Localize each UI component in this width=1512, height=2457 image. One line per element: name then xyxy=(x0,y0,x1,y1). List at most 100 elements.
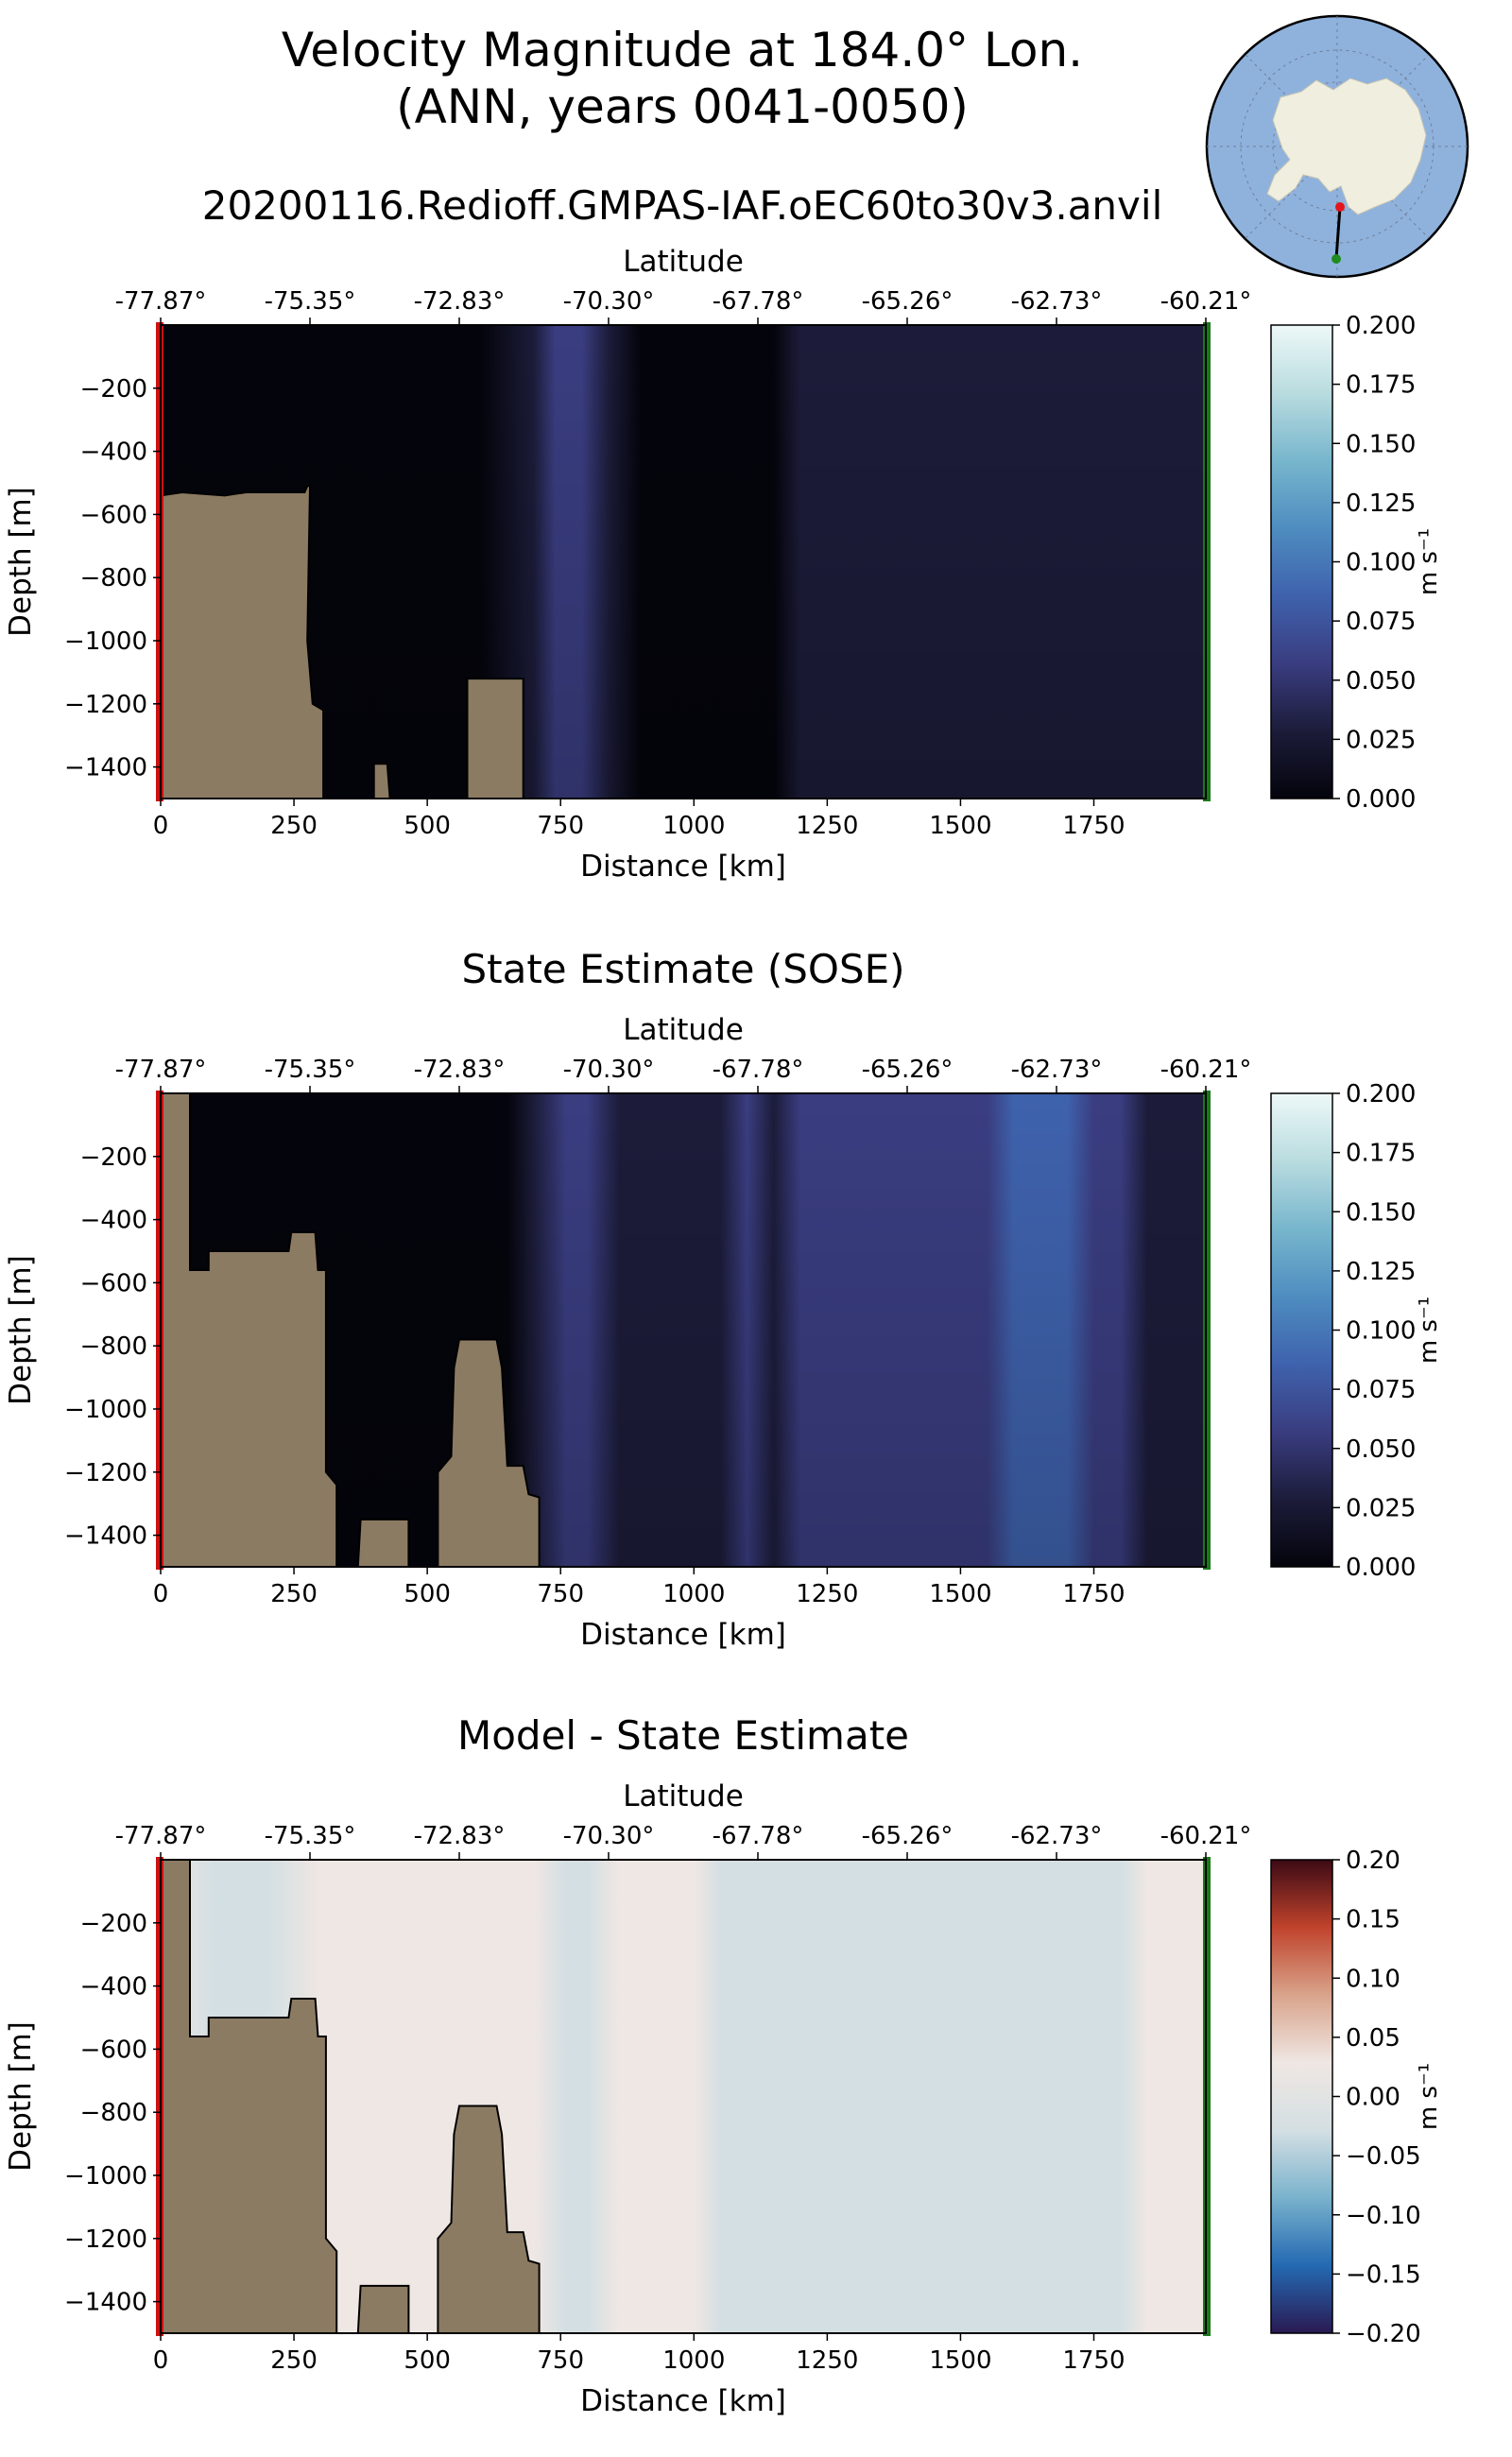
colorbar-tick-label: −0.20 xyxy=(1346,2320,1421,2348)
y-axis-label: Depth [m] xyxy=(4,1255,38,1405)
colorbar-tick-label: 0.050 xyxy=(1346,1435,1416,1464)
y-tick-label: −800 xyxy=(80,564,147,593)
x-tick-label: 1000 xyxy=(662,2346,725,2375)
latitude-axis-label: Latitude xyxy=(623,245,744,279)
colorbar-tick-label: −0.15 xyxy=(1346,2260,1421,2289)
bathymetry-land-mask xyxy=(160,1859,541,2334)
latitude-tick-label: -62.73° xyxy=(1011,287,1103,316)
y-tick-label: −1400 xyxy=(64,754,147,782)
colorbar-tick-label: 0.200 xyxy=(1346,1080,1416,1108)
x-tick-label: 250 xyxy=(270,812,318,840)
latitude-tick-label: -75.35° xyxy=(265,1056,356,1084)
colorbar-tick-label: 0.050 xyxy=(1346,667,1416,696)
y-tick-label: −200 xyxy=(80,375,147,404)
y-tick-label: −1400 xyxy=(64,1522,147,1551)
colorbar-tick-label: −0.05 xyxy=(1346,2142,1421,2171)
colorbar-tick-label: 0.000 xyxy=(1346,785,1416,814)
latitude-tick-label: -67.78° xyxy=(713,287,804,316)
latitude-axis-label: Latitude xyxy=(623,1779,744,1813)
y-tick-label: −400 xyxy=(80,438,147,467)
colorbar-tick-label: −0.10 xyxy=(1346,2202,1421,2230)
colorbar-tick-label: 0.100 xyxy=(1346,549,1416,577)
y-tick-label: −600 xyxy=(80,2036,147,2064)
latitude-tick-label: -72.83° xyxy=(414,287,506,316)
y-tick-label: −1200 xyxy=(64,2225,147,2254)
x-tick-label: 0 xyxy=(153,812,169,840)
y-tick-label: −1200 xyxy=(64,691,147,719)
panel-title: State Estimate (SOSE) xyxy=(461,946,904,992)
colorbar-tick-label: 0.15 xyxy=(1346,1906,1400,1934)
x-tick-label: 1500 xyxy=(929,812,991,840)
x-tick-label: 250 xyxy=(270,1580,318,1608)
latitude-tick-label: -62.73° xyxy=(1011,1056,1103,1084)
axes-frame xyxy=(160,324,1207,799)
colorbar-label: m s⁻¹ xyxy=(1415,528,1443,595)
colorbar-tick-label: 0.20 xyxy=(1346,1847,1400,1875)
panel-difference: Model - State Estimate 0 250 500 750 1000 1250… xyxy=(4,1712,1443,2418)
latitude-tick-label: -60.21° xyxy=(1160,1822,1252,1850)
x-tick-label: 1500 xyxy=(929,1580,991,1608)
latitude-tick-label: -77.87° xyxy=(115,287,207,316)
colorbar-tick-label: 0.025 xyxy=(1346,726,1416,754)
latitude-tick-label: -75.35° xyxy=(265,287,356,316)
colorbar xyxy=(1270,324,1333,799)
y-tick-label: −600 xyxy=(80,1269,147,1297)
y-tick-label: −800 xyxy=(80,2099,147,2127)
colorbar-tick-label: 0.200 xyxy=(1346,312,1416,340)
colorbar-tick-label: 0.125 xyxy=(1346,490,1416,518)
x-axis-label: Distance [km] xyxy=(580,850,786,884)
x-tick-label: 0 xyxy=(153,1580,169,1608)
y-tick-label: −800 xyxy=(80,1332,147,1361)
y-axis-label: Depth [m] xyxy=(4,2021,38,2172)
colorbar-tick-label: 0.00 xyxy=(1346,2084,1400,2112)
antarctica-landmass xyxy=(1266,77,1427,215)
latitude-tick-label: -72.83° xyxy=(414,1822,506,1850)
x-axis-label: Distance [km] xyxy=(580,1618,786,1652)
figure-title-line2: (ANN, years 0041-0050) xyxy=(396,79,969,134)
panel-title: Model - State Estimate xyxy=(457,1712,909,1759)
x-tick-label: 1750 xyxy=(1062,812,1125,840)
latitude-tick-label: -75.35° xyxy=(265,1822,356,1850)
colorbar-tick-label: 0.100 xyxy=(1346,1317,1416,1346)
colorbar-tick-label: 0.000 xyxy=(1346,1554,1416,1582)
x-tick-label: 1250 xyxy=(796,1580,858,1608)
axes-frame xyxy=(160,1092,1207,1568)
latitude-tick-label: -70.30° xyxy=(563,1822,655,1850)
y-tick-label: −200 xyxy=(80,1143,147,1172)
axes-frame xyxy=(160,1859,1207,2334)
latitude-tick-label: -65.26° xyxy=(862,287,954,316)
depth-shading xyxy=(161,325,1206,799)
bathymetry-land-mask xyxy=(160,1092,541,1568)
y-tick-label: −1400 xyxy=(64,2289,147,2317)
latitude-tick-label: -65.26° xyxy=(862,1056,954,1084)
figure-title-line1: Velocity Magnitude at 184.0° Lon. xyxy=(282,23,1083,77)
colorbar-label: m s⁻¹ xyxy=(1415,1297,1443,1364)
y-tick-label: −1000 xyxy=(64,627,147,656)
y-tick-label: −400 xyxy=(80,1207,147,1235)
x-tick-label: 1750 xyxy=(1062,2346,1125,2375)
y-tick-label: −1000 xyxy=(64,2162,147,2191)
x-tick-label: 250 xyxy=(270,2346,318,2375)
transect-start-marker xyxy=(1335,202,1345,212)
x-tick-label: 750 xyxy=(537,1580,584,1608)
colorbar-tick-label: 0.150 xyxy=(1346,430,1416,458)
colorbar-tick-label: 0.075 xyxy=(1346,1376,1416,1404)
x-tick-label: 1250 xyxy=(796,812,858,840)
colorbar-tick-label: 0.05 xyxy=(1346,2024,1400,2053)
panel-sose: State Estimate (SOSE) 0 250 500 750 1000 1250 1… xyxy=(4,946,1443,1652)
latitude-tick-label: -60.21° xyxy=(1160,287,1252,316)
x-tick-label: 750 xyxy=(537,2346,584,2375)
latitude-tick-label: -60.21° xyxy=(1160,1056,1252,1084)
x-tick-label: 1250 xyxy=(796,2346,858,2375)
y-tick-label: −200 xyxy=(80,1910,147,1938)
x-tick-label: 1000 xyxy=(662,1580,725,1608)
latitude-axis-label: Latitude xyxy=(623,1013,744,1047)
y-tick-label: −400 xyxy=(80,1973,147,2002)
colorbar-tick-label: 0.175 xyxy=(1346,371,1416,400)
x-axis-label: Distance [km] xyxy=(580,2384,786,2418)
colorbar-tick-label: 0.075 xyxy=(1346,608,1416,636)
latitude-tick-label: -72.83° xyxy=(414,1056,506,1084)
x-tick-label: 500 xyxy=(404,1580,451,1608)
latitude-tick-label: -70.30° xyxy=(563,287,655,316)
